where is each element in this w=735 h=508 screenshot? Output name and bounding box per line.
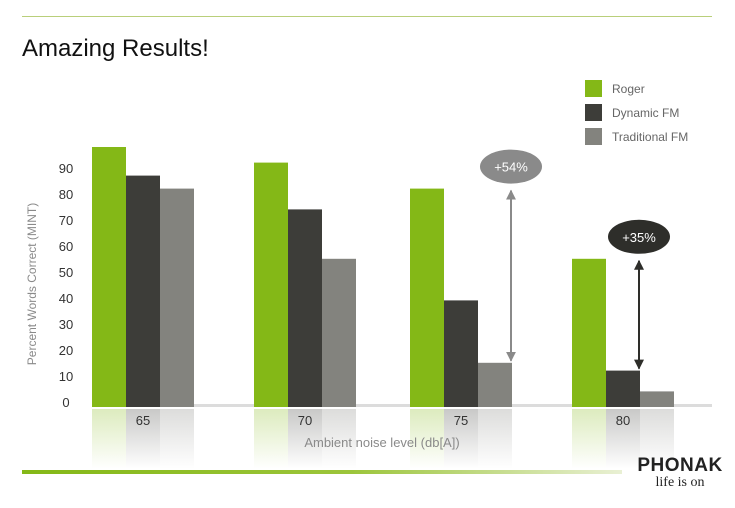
bottom-accent-bar [22, 470, 622, 474]
legend-label: Traditional FM [612, 130, 688, 144]
bar-dynamic-fm-70 [288, 209, 322, 407]
bar-reflection [478, 409, 512, 469]
bar-reflection [410, 409, 444, 469]
top-divider [22, 16, 712, 17]
y-tick-label: 50 [59, 265, 73, 280]
bar-roger-80 [572, 258, 606, 407]
y-tick-label: 0 [62, 395, 69, 410]
bar-traditional-fm-80 [640, 391, 674, 407]
y-tick-label: 60 [59, 239, 73, 254]
annotation-bubble [608, 219, 670, 254]
legend-label: Roger [612, 82, 645, 96]
annotation-label: +35% [622, 230, 656, 245]
y-tick-label: 70 [59, 213, 73, 228]
slide-title: Amazing Results! [22, 35, 209, 62]
bar-dynamic-fm-75 [444, 300, 478, 407]
y-tick-label: 90 [59, 161, 73, 176]
bar-reflection [606, 409, 640, 469]
y-tick-label: 40 [59, 291, 73, 306]
x-tick-label: 75 [454, 413, 468, 428]
bar-dynamic-fm-65 [126, 175, 160, 407]
bar-reflection [254, 409, 288, 469]
legend-swatch [585, 80, 602, 97]
x-axis-line [92, 404, 712, 407]
x-tick-label: 70 [298, 413, 312, 428]
bar-reflection [572, 409, 606, 469]
annotation-bubble [480, 149, 542, 184]
bar-reflection [322, 409, 356, 469]
x-axis-label: Ambient noise level (db[A]) [304, 435, 459, 450]
y-tick-label: 10 [59, 369, 73, 384]
bar-traditional-fm-70 [322, 258, 356, 407]
bar-roger-75 [410, 188, 444, 407]
legend-swatch [585, 128, 602, 145]
legend-label: Dynamic FM [612, 106, 679, 120]
bar-roger-65 [92, 147, 126, 407]
bar-reflection [444, 409, 478, 469]
bar-reflection [92, 409, 126, 469]
y-tick-label: 20 [59, 343, 73, 358]
annotation-label: +54% [494, 160, 528, 175]
bar-reflection [288, 409, 322, 469]
bar-dynamic-fm-80 [606, 370, 640, 407]
y-axis-label: Percent Words Correct (MINT) [25, 203, 39, 365]
logo-wordmark: PHONAK [637, 455, 723, 476]
x-tick-label: 65 [136, 413, 150, 428]
y-tick-label: 30 [59, 317, 73, 332]
phonak-logo: PHONAK life is on [634, 456, 726, 490]
logo-tagline: life is on [655, 475, 705, 490]
bar-reflection [640, 409, 674, 469]
bar-reflection [160, 409, 194, 469]
legend-swatch [585, 104, 602, 121]
y-tick-label: 80 [59, 187, 73, 202]
bar-roger-70 [254, 162, 288, 407]
bar-traditional-fm-65 [160, 188, 194, 407]
bar-traditional-fm-75 [478, 362, 512, 407]
x-tick-label: 80 [616, 413, 630, 428]
bar-reflection [126, 409, 160, 469]
